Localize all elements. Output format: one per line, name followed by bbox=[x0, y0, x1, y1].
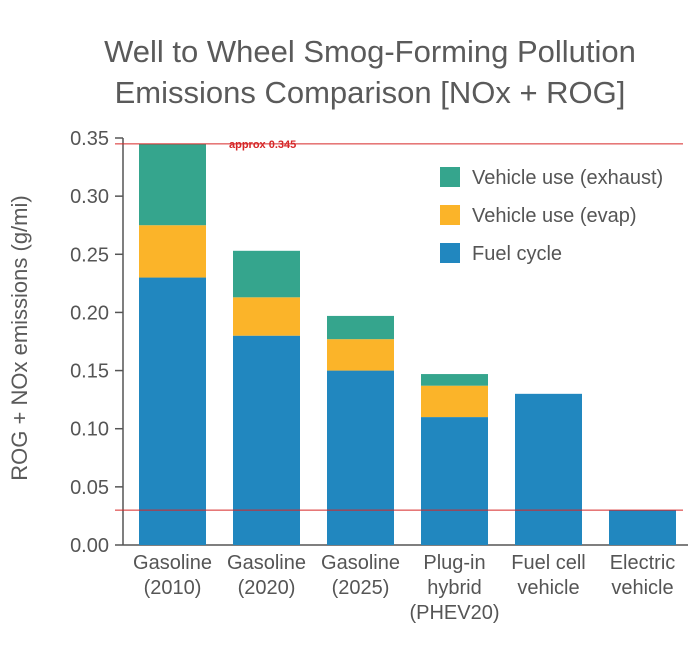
x-tick-label: Gasoline bbox=[227, 552, 306, 574]
legend-swatch bbox=[440, 205, 460, 225]
x-tick-label: vehicle bbox=[611, 577, 673, 599]
y-tick-label: 0.35 bbox=[70, 128, 109, 150]
bar-fuel-cycle-2 bbox=[327, 370, 394, 545]
x-tick-labels: Gasoline (2010) Gasoline (2020) Gasoline (202… bbox=[133, 552, 675, 624]
x-tick-label: Gasoline bbox=[133, 552, 212, 574]
bar-fuel-cycle-0 bbox=[139, 277, 206, 545]
x-tick-label: Electric bbox=[610, 552, 676, 574]
bar-vehicle-use-exhaust-0 bbox=[139, 143, 206, 226]
x-tick-label: (PHEV20) bbox=[409, 602, 499, 624]
bar-fuel-cycle-1 bbox=[233, 335, 300, 545]
y-tick-label: 0.25 bbox=[70, 244, 109, 266]
y-tick-label: 0.00 bbox=[70, 535, 109, 557]
legend-entry: Vehicle use (evap) bbox=[472, 205, 637, 227]
bar-vehicle-use-evap-1 bbox=[233, 297, 300, 336]
bar-vehicle-use-evap-2 bbox=[327, 339, 394, 371]
y-tick-label: 0.20 bbox=[70, 302, 109, 324]
x-tick-label: Plug-in bbox=[423, 552, 485, 574]
bars bbox=[139, 143, 676, 545]
x-tick-label: Gasoline bbox=[321, 552, 400, 574]
chart-title-line1: Well to Wheel Smog-Forming Pollution bbox=[104, 34, 636, 69]
y-tick-label: 0.10 bbox=[70, 419, 109, 441]
reference-line-label: approx 0.345 bbox=[229, 139, 296, 151]
bar-vehicle-use-evap-0 bbox=[139, 225, 206, 278]
legend-entry: Vehicle use (exhaust) bbox=[472, 167, 663, 189]
bar-vehicle-use-exhaust-1 bbox=[233, 250, 300, 298]
legend: Vehicle use (exhaust) Vehicle use (evap) F… bbox=[440, 167, 663, 265]
bar-fuel-cycle-5 bbox=[609, 510, 676, 545]
x-tick-label: (2020) bbox=[238, 577, 296, 599]
x-tick-label: (2025) bbox=[332, 577, 390, 599]
bar-fuel-cycle-4 bbox=[515, 393, 582, 545]
chart-title-line2: Emissions Comparison [NOx + ROG] bbox=[114, 75, 626, 110]
bar-fuel-cycle-3 bbox=[421, 417, 488, 545]
legend-swatch bbox=[440, 167, 460, 187]
x-tick-label: vehicle bbox=[517, 577, 579, 599]
reference-lines: approx 0.345 bbox=[115, 139, 683, 511]
x-tick-label: (2010) bbox=[144, 577, 202, 599]
y-tick-label: 0.15 bbox=[70, 361, 109, 383]
legend-entry: Fuel cycle bbox=[472, 243, 562, 265]
legend-swatch bbox=[440, 243, 460, 263]
bar-vehicle-use-evap-3 bbox=[421, 385, 488, 418]
x-tick-label: Fuel cell bbox=[511, 552, 585, 574]
bar-vehicle-use-exhaust-2 bbox=[327, 315, 394, 340]
y-tick-label: 0.30 bbox=[70, 186, 109, 208]
bar-vehicle-use-exhaust-3 bbox=[421, 374, 488, 386]
y-tick-label: 0.05 bbox=[70, 477, 109, 499]
axes: 0.00 0.05 0.10 0.15 0.20 0.25 0.30 0.35 bbox=[70, 128, 688, 557]
x-tick-label: hybrid bbox=[427, 577, 481, 599]
